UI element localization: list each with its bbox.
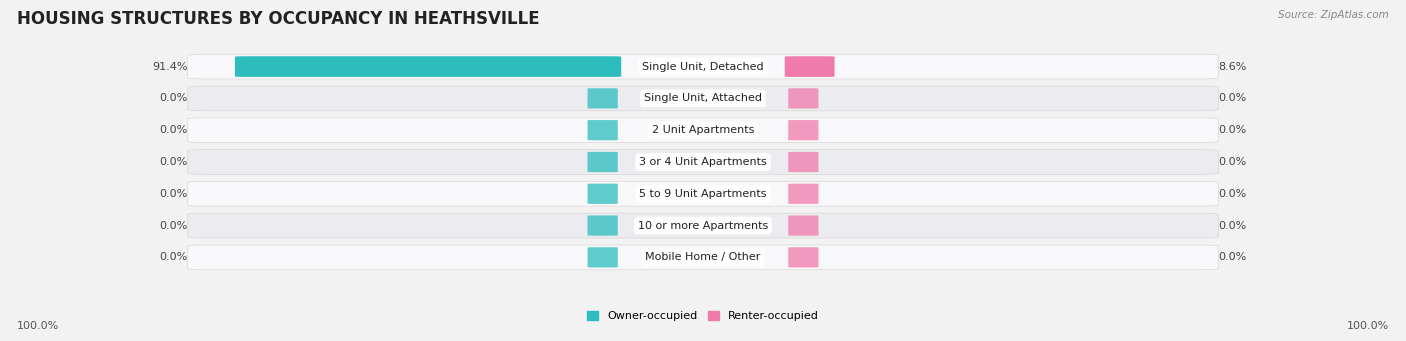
FancyBboxPatch shape [588, 247, 617, 267]
Text: 0.0%: 0.0% [159, 93, 187, 103]
Text: 0.0%: 0.0% [1219, 125, 1247, 135]
Text: 0.0%: 0.0% [159, 252, 187, 262]
FancyBboxPatch shape [785, 56, 835, 77]
Text: 0.0%: 0.0% [159, 189, 187, 199]
Text: 0.0%: 0.0% [159, 125, 187, 135]
FancyBboxPatch shape [588, 152, 617, 172]
FancyBboxPatch shape [789, 88, 818, 108]
FancyBboxPatch shape [789, 184, 818, 204]
FancyBboxPatch shape [588, 184, 617, 204]
Text: 8.6%: 8.6% [1219, 62, 1247, 72]
Text: 0.0%: 0.0% [159, 221, 187, 231]
Legend: Owner-occupied, Renter-occupied: Owner-occupied, Renter-occupied [582, 307, 824, 326]
FancyBboxPatch shape [187, 150, 1219, 174]
Text: 3 or 4 Unit Apartments: 3 or 4 Unit Apartments [640, 157, 766, 167]
FancyBboxPatch shape [588, 216, 617, 236]
Text: 0.0%: 0.0% [1219, 189, 1247, 199]
FancyBboxPatch shape [789, 247, 818, 267]
FancyBboxPatch shape [235, 56, 621, 77]
Text: 5 to 9 Unit Apartments: 5 to 9 Unit Apartments [640, 189, 766, 199]
FancyBboxPatch shape [187, 245, 1219, 270]
FancyBboxPatch shape [588, 120, 617, 140]
Text: 0.0%: 0.0% [1219, 221, 1247, 231]
Text: 100.0%: 100.0% [17, 321, 59, 331]
Text: 0.0%: 0.0% [1219, 252, 1247, 262]
FancyBboxPatch shape [588, 88, 617, 108]
FancyBboxPatch shape [789, 216, 818, 236]
Text: Single Unit, Detached: Single Unit, Detached [643, 62, 763, 72]
Text: 100.0%: 100.0% [1347, 321, 1389, 331]
Text: HOUSING STRUCTURES BY OCCUPANCY IN HEATHSVILLE: HOUSING STRUCTURES BY OCCUPANCY IN HEATH… [17, 10, 540, 28]
FancyBboxPatch shape [789, 120, 818, 140]
FancyBboxPatch shape [187, 181, 1219, 206]
Text: Single Unit, Attached: Single Unit, Attached [644, 93, 762, 103]
FancyBboxPatch shape [789, 152, 818, 172]
Text: 2 Unit Apartments: 2 Unit Apartments [652, 125, 754, 135]
Text: 0.0%: 0.0% [1219, 157, 1247, 167]
Text: 0.0%: 0.0% [159, 157, 187, 167]
Text: 10 or more Apartments: 10 or more Apartments [638, 221, 768, 231]
Text: 91.4%: 91.4% [152, 62, 187, 72]
FancyBboxPatch shape [187, 213, 1219, 238]
Text: Source: ZipAtlas.com: Source: ZipAtlas.com [1278, 10, 1389, 20]
FancyBboxPatch shape [187, 118, 1219, 143]
Text: 0.0%: 0.0% [1219, 93, 1247, 103]
FancyBboxPatch shape [187, 54, 1219, 79]
FancyBboxPatch shape [187, 86, 1219, 111]
Text: Mobile Home / Other: Mobile Home / Other [645, 252, 761, 262]
